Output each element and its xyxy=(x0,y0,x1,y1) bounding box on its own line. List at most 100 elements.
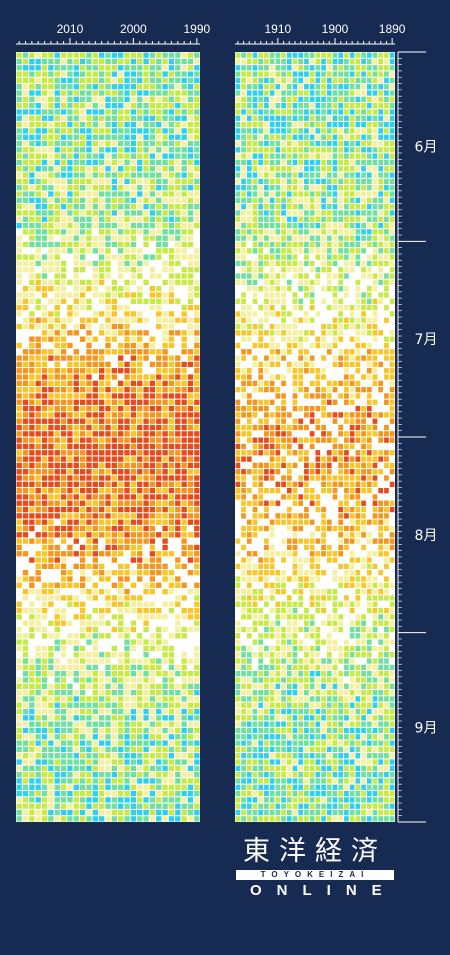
heatmap-cell xyxy=(130,222,137,229)
heatmap-cell xyxy=(130,519,137,525)
heatmap-cell xyxy=(35,134,41,140)
heatmap-cell xyxy=(264,109,269,115)
heatmap-cell xyxy=(162,532,168,538)
heatmap-cell xyxy=(389,191,395,197)
heatmap-cell xyxy=(149,734,156,740)
heatmap-cell xyxy=(48,784,54,790)
heatmap-cell xyxy=(338,229,344,235)
heatmap-cell xyxy=(378,77,384,84)
heatmap-cell xyxy=(92,450,98,456)
heatmap-cell xyxy=(264,361,269,368)
heatmap-cell xyxy=(326,52,332,58)
heatmap-cell xyxy=(372,134,378,140)
heatmap-cell xyxy=(105,292,111,298)
heatmap-cell xyxy=(292,248,298,254)
heatmap-cell xyxy=(41,342,48,349)
heatmap-cell xyxy=(264,311,269,317)
heatmap-cell xyxy=(29,689,35,696)
heatmap-cell xyxy=(105,216,111,222)
heatmap-cell xyxy=(275,102,281,109)
heatmap-cell xyxy=(29,71,35,77)
heatmap-cell xyxy=(315,241,321,248)
heatmap-cell xyxy=(269,267,275,273)
heatmap-cell xyxy=(326,267,332,273)
heatmap-cell xyxy=(156,405,162,412)
heatmap-cell xyxy=(60,424,67,431)
heatmap-cell xyxy=(361,342,366,349)
heatmap-cell xyxy=(181,727,187,734)
heatmap-cell xyxy=(162,671,168,677)
heatmap-cell xyxy=(22,525,29,532)
heatmap-cell xyxy=(309,90,315,96)
heatmap-cell xyxy=(168,443,175,450)
heatmap-cell xyxy=(149,538,156,544)
heatmap-cell xyxy=(86,216,92,222)
heatmap-cell xyxy=(149,746,156,753)
heatmap-cell xyxy=(22,538,29,544)
heatmap-cell xyxy=(252,109,258,115)
heatmap-cell xyxy=(175,708,181,715)
heatmap-cell xyxy=(137,790,143,797)
heatmap-cell xyxy=(149,121,156,128)
heatmap-cell xyxy=(162,349,168,355)
year-tick-label: 1910 xyxy=(265,22,292,36)
heatmap-cell xyxy=(187,304,194,311)
heatmap-cell xyxy=(246,286,252,292)
heatmap-cell xyxy=(181,544,187,551)
heatmap-cell xyxy=(79,134,86,140)
heatmap-cell xyxy=(35,323,41,330)
heatmap-cell xyxy=(22,323,29,330)
heatmap-cell xyxy=(111,532,118,538)
heatmap-cell xyxy=(92,639,98,645)
heatmap-cell xyxy=(269,286,275,292)
heatmap-cell xyxy=(326,185,332,191)
heatmap-cell xyxy=(187,652,194,658)
heatmap-cell xyxy=(181,506,187,513)
heatmap-cell xyxy=(187,746,194,753)
heatmap-cell xyxy=(105,191,111,197)
heatmap-cell xyxy=(156,418,162,424)
heatmap-cell xyxy=(92,166,98,172)
heatmap-cell xyxy=(73,778,79,784)
heatmap-cell xyxy=(105,387,111,393)
heatmap-cell xyxy=(41,620,48,626)
heatmap-cell xyxy=(124,424,130,431)
heatmap-cell xyxy=(73,437,79,443)
heatmap-cell xyxy=(54,267,60,273)
heatmap-cell xyxy=(332,267,338,273)
heatmap-cell xyxy=(41,418,48,424)
heatmap-cell xyxy=(111,153,118,159)
heatmap-cell xyxy=(349,96,355,102)
heatmap-cell xyxy=(372,254,378,260)
heatmap-cell xyxy=(48,65,54,71)
heatmap-cell xyxy=(162,222,168,229)
heatmap-cell xyxy=(149,677,156,683)
heatmap-cell xyxy=(73,506,79,513)
heatmap-cell xyxy=(67,71,73,77)
heatmap-cell xyxy=(149,387,156,393)
heatmap-cell xyxy=(48,304,54,311)
heatmap-cell xyxy=(389,248,395,254)
heatmap-cell xyxy=(111,702,118,708)
heatmap-cell xyxy=(156,203,162,210)
heatmap-cell xyxy=(67,65,73,71)
heatmap-cell xyxy=(16,393,22,399)
heatmap-cell xyxy=(355,153,361,159)
heatmap-cell xyxy=(86,740,92,746)
heatmap-cell xyxy=(143,254,149,260)
heatmap-cell xyxy=(175,166,181,172)
heatmap-cell xyxy=(60,658,67,664)
heatmap-cell xyxy=(105,241,111,248)
heatmap-cell xyxy=(181,658,187,664)
heatmap-cell xyxy=(194,633,200,639)
heatmap-cell xyxy=(149,147,156,153)
heatmap-cell xyxy=(156,235,162,241)
heatmap-cell xyxy=(54,557,60,563)
heatmap-cell xyxy=(22,65,29,71)
heatmap-cell xyxy=(187,197,194,203)
heatmap-cell xyxy=(86,374,92,380)
heatmap-cell xyxy=(168,109,175,115)
heatmap-cell xyxy=(98,109,105,115)
heatmap-cell xyxy=(54,652,60,658)
heatmap-cell xyxy=(118,658,124,664)
